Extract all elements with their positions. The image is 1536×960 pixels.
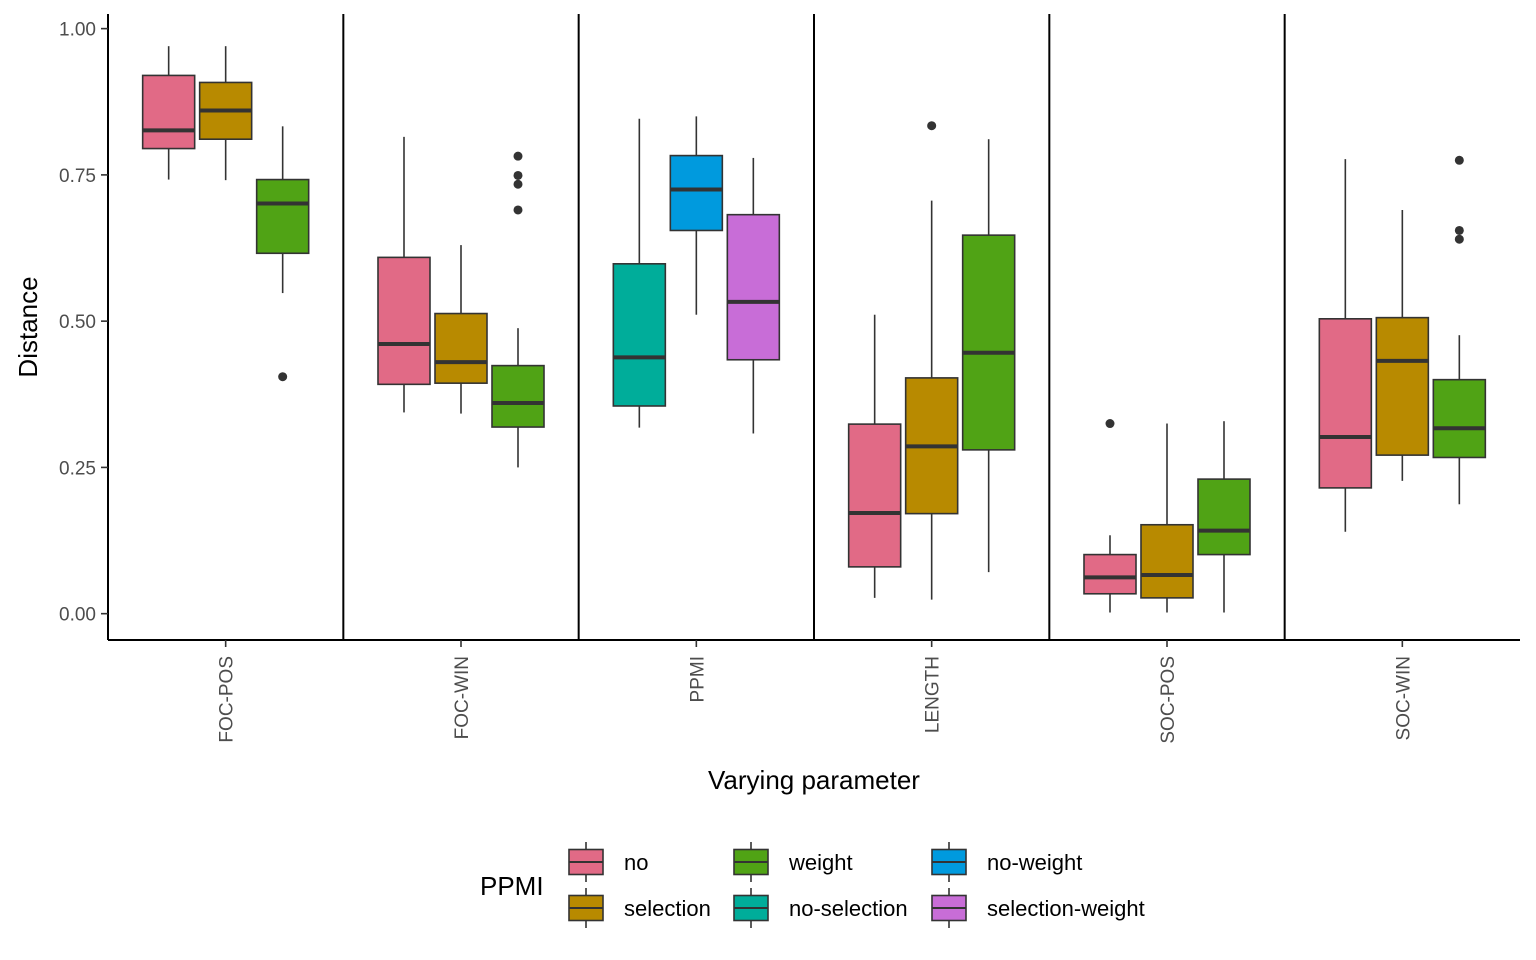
box-length-selection [904,121,959,600]
box-foc-win-weight [491,151,545,468]
panel-dividers [342,14,1286,640]
legend-label: no-selection [789,896,908,921]
y-tick-label: 0.25 [59,458,96,479]
x-axis-title: Varying parameter [708,765,920,795]
box-foc-pos-no [141,46,196,180]
y-tick-label: 1.00 [59,20,96,41]
box-iqr [434,312,488,384]
box-iqr [1083,553,1137,595]
legend-item-no-selection: no-selection [733,888,908,928]
legend: PPMI no selection weight no-selection no-weig… [480,842,1145,928]
y-tick-label: 0.75 [59,166,96,187]
box-iqr [255,178,310,255]
box-foc-win-selection [434,245,488,414]
legend-title: PPMI [480,871,544,901]
box-iqr [1140,523,1194,599]
outlier-point [1454,225,1464,235]
outlier-point [1454,234,1464,244]
legend-label: no [624,850,648,875]
box-iqr [1318,318,1373,489]
legend-label: selection-weight [987,896,1145,921]
outlier-point [927,121,937,131]
x-tick-label: SOC-POS [1158,656,1179,744]
y-tick-label: 0.00 [59,605,96,626]
x-tick-label: FOC-POS [217,656,238,743]
legend-item-weight: weight [733,842,853,882]
box-foc-win-no [377,136,431,413]
box-soc-win-weight [1432,155,1487,505]
outlier-point [1454,155,1464,165]
box-iqr [1375,316,1430,456]
outlier-point [513,179,523,189]
x-tick-label: SOC-WIN [1393,656,1414,740]
box-iqr [726,213,781,361]
box-iqr [1432,378,1487,459]
outlier-point [513,170,523,180]
box-iqr [377,256,431,386]
outlier-point [513,205,523,215]
box-iqr [1197,478,1251,556]
box-ppmi-no-selection [612,118,667,428]
box-iqr [847,423,902,568]
y-tick-label: 0.50 [59,312,96,333]
box-iqr [491,364,545,428]
legend-item-selection-weight: selection-weight [931,888,1145,928]
legend-item-no: no [568,842,648,882]
box-foc-pos-selection [198,46,253,181]
box-soc-pos-no [1083,419,1137,613]
outlier-point [278,372,288,382]
box-iqr [669,154,724,232]
x-tick-label: LENGTH [923,656,944,733]
box-iqr [612,263,667,407]
y-axis-title: Distance [13,276,43,377]
legend-label: weight [788,850,853,875]
legend-label: no-weight [987,850,1082,875]
legend-item-selection: selection [568,888,711,928]
box-length-weight [961,139,1016,573]
box-length-no [847,314,902,598]
boxes [141,46,1487,613]
box-iqr [961,234,1016,451]
x-tick-label: PPMI [687,656,708,702]
box-soc-win-no [1318,159,1373,532]
outlier-point [1105,419,1115,429]
box-iqr [141,74,196,150]
box-ppmi-selection-weight [726,157,781,434]
outlier-point [513,151,523,161]
box-soc-pos-selection [1140,423,1194,613]
box-ppmi-no-weight [669,116,724,315]
box-foc-pos-weight [255,126,310,382]
legend-label: selection [624,896,711,921]
legend-item-no-weight: no-weight [931,842,1082,882]
x-tick-label: FOC-WIN [452,656,473,739]
box-soc-pos-weight [1197,421,1251,613]
axes: 0.00 0.25 0.50 0.75 1.00 FOC-POS FOC-WIN PPMI LE… [13,14,1520,795]
box-soc-win-selection [1375,209,1430,481]
